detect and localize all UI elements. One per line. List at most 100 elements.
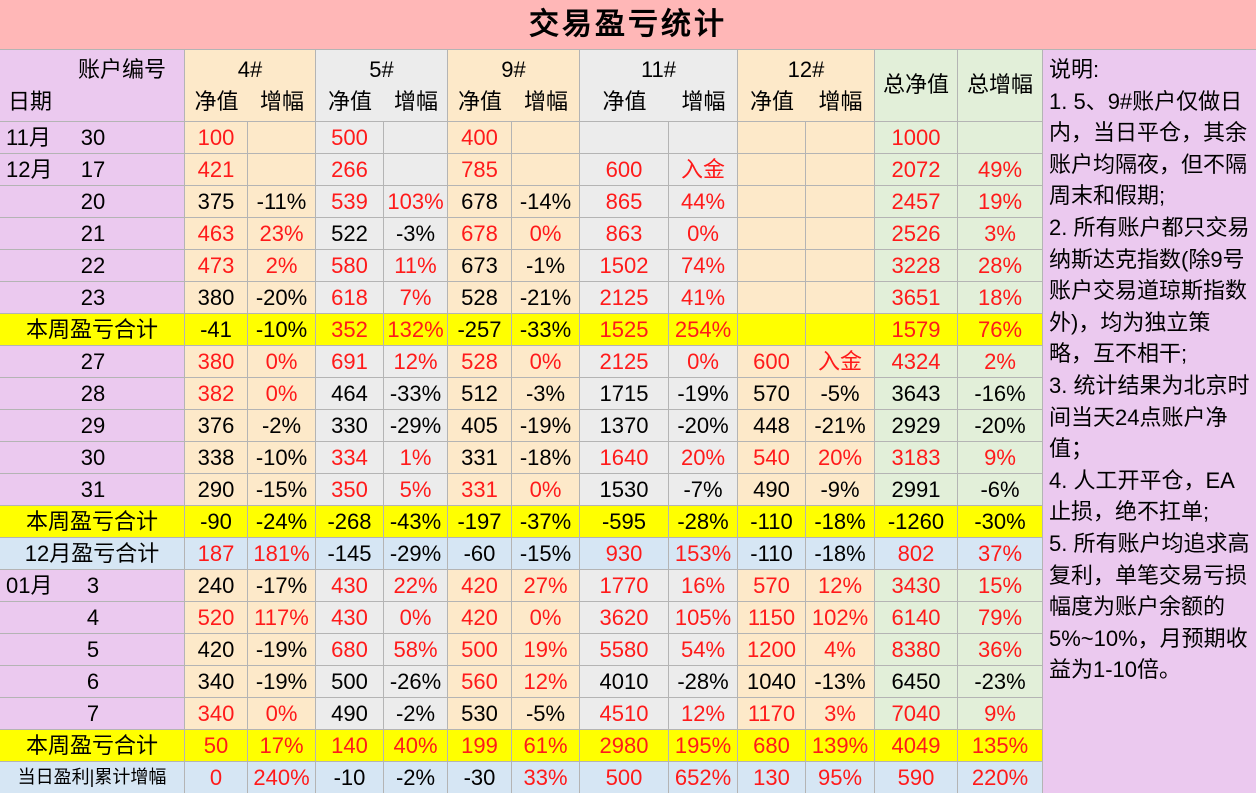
net-value-cell: 430 [316,570,384,602]
net-value-cell: 1000 [875,122,958,154]
change-cell: 0% [512,218,580,250]
date-cell: 本周盈亏合计 [0,314,185,346]
date-cell: 本周盈亏合计 [0,730,185,762]
date-cell: 本周盈亏合计 [0,506,185,538]
net-value-cell: 1525 [580,314,669,346]
change-cell: -37% [512,506,580,538]
change-cell: 4% [806,634,875,666]
net-value-cell: 2929 [875,410,958,442]
date-cell: 20 [0,186,185,218]
account-header: 5# 净值 增幅 [316,50,448,122]
change-cell: 58% [384,634,448,666]
net-value-cell: -595 [580,506,669,538]
date-cell: 28 [0,378,185,410]
net-value-cell: 500 [316,666,384,698]
net-value-cell: 2457 [875,186,958,218]
net-value-cell: 430 [316,602,384,634]
net-value-cell: 140 [316,730,384,762]
net-value-cell: 380 [185,282,248,314]
change-cell: 0% [669,346,738,378]
change-cell: 20% [806,442,875,474]
net-label: 净值 [457,89,502,114]
change-cell: 102% [806,602,875,634]
change-cell: 27% [512,570,580,602]
change-cell: -15% [248,474,316,506]
day-label: 29 [80,413,106,438]
empty-cell [738,186,806,218]
change-cell: 0% [248,378,316,410]
change-cell: 95% [806,762,875,793]
date-cell: 22 [0,250,185,282]
empty-cell [248,154,316,186]
change-cell: -13% [806,666,875,698]
net-value-cell: 3430 [875,570,958,602]
net-value-cell: 0 [185,762,248,793]
empty-cell [958,122,1043,154]
empty-cell [384,154,448,186]
note-line: 2. 所有账户都只交易纳斯达克指数(除9号账户交易道琼斯指数外)，均为独立策略，… [1049,214,1250,367]
change-cell: 0% [512,474,580,506]
change-cell: -19% [248,634,316,666]
note-line: 5. 所有账户均追求高复利，单笔交易亏损幅度为账户余额的5%~10%，月预期收益… [1049,530,1250,683]
change-cell: 12% [806,570,875,602]
net-value-cell: 463 [185,218,248,250]
day-label: 20 [80,189,106,214]
change-cell: 12% [669,698,738,730]
change-cell: -11% [248,186,316,218]
change-cell: -23% [958,666,1043,698]
change-cell: 20% [669,442,738,474]
change-cell: 54% [669,634,738,666]
net-value-cell: 490 [316,698,384,730]
net-value-cell: 2125 [580,346,669,378]
net-value-cell: 405 [448,410,512,442]
day-label: 21 [80,221,106,246]
net-value-cell: 785 [448,154,512,186]
change-cell: 16% [669,570,738,602]
empty-cell [738,122,806,154]
net-label: 净值 [602,89,647,114]
date-cell: 27 [0,346,185,378]
net-value-cell: 290 [185,474,248,506]
net-value-cell: 448 [738,410,806,442]
net-value-cell: 382 [185,378,248,410]
net-value-cell: 865 [580,186,669,218]
empty-cell [738,314,806,346]
date-cell: 31 [0,474,185,506]
change-cell: 5% [384,474,448,506]
net-value-cell: -10 [316,762,384,793]
date-cell: 当日盈利|累计增幅 [0,762,185,793]
net-value-cell: 473 [185,250,248,282]
net-value-cell: 528 [448,282,512,314]
net-value-cell: 1040 [738,666,806,698]
empty-cell [806,314,875,346]
net-value-cell: 1150 [738,602,806,634]
note-line: 3. 统计结果为北京时间当天24点账户净值； [1049,372,1250,462]
change-cell: -5% [512,698,580,730]
change-cell: 41% [669,282,738,314]
net-value-cell: 340 [185,698,248,730]
change-cell: 7% [384,282,448,314]
empty-cell [806,154,875,186]
change-cell: 22% [384,570,448,602]
day-label: 7 [86,701,100,726]
empty-cell [248,122,316,154]
net-value-cell: 6140 [875,602,958,634]
net-value-cell: 500 [316,122,384,154]
header-label: 日期 [8,89,53,114]
date-cell: 7 [0,698,185,730]
net-label: 净值 [749,89,794,114]
net-value-cell: 8380 [875,634,958,666]
net-value-cell: 2072 [875,154,958,186]
empty-cell [669,122,738,154]
empty-cell [512,122,580,154]
change-cell: -6% [958,474,1043,506]
total-net-header: 总净值 [875,50,958,122]
net-value-cell: 3643 [875,378,958,410]
net-value-cell: -41 [185,314,248,346]
net-value-cell: 680 [316,634,384,666]
net-value-cell: 340 [185,666,248,698]
change-cell: 1% [384,442,448,474]
change-cell: -18% [806,538,875,570]
net-value-cell: 5580 [580,634,669,666]
net-value-cell: 618 [316,282,384,314]
